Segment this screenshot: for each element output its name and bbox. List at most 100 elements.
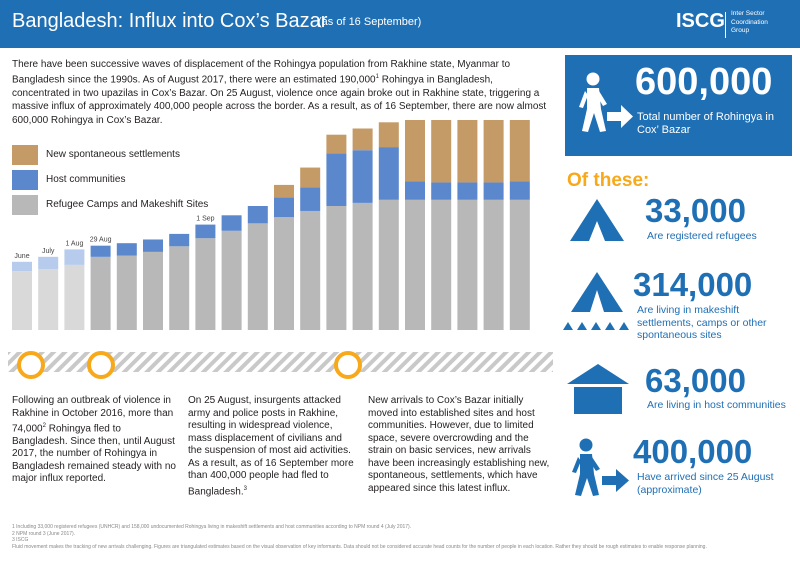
footnotes: 1 Including 33,000 registered refugees (… — [12, 524, 712, 550]
stat-number-registered: 33,000 — [645, 192, 746, 229]
legend-item-host-communities: Host communities — [12, 170, 272, 190]
col-text-2: Rohingya fled to Bangladesh. Since then,… — [12, 423, 176, 485]
bar-segment — [483, 120, 504, 183]
logo-subtitle: Inter Sector Coordination Group — [731, 10, 793, 36]
bar-date-label: July — [42, 248, 55, 255]
logo-sub-line-3: Group — [731, 27, 750, 34]
bar-segment — [326, 153, 347, 206]
timeline-band — [8, 352, 553, 372]
total-number: 600,000 — [635, 61, 773, 103]
bar-segment — [90, 256, 111, 330]
bar-segment — [431, 120, 452, 183]
bar-segment — [247, 206, 268, 224]
bar-segment — [221, 215, 242, 231]
bar-segment — [378, 122, 399, 148]
col-footnote-ref: 3 — [243, 485, 247, 492]
timeline-marker — [87, 351, 115, 379]
bar-date-label: 1 Aug — [65, 240, 83, 247]
tent-icon — [570, 199, 624, 241]
bar-segment — [509, 181, 530, 200]
bar-segment — [431, 182, 452, 200]
footnote-2: 2 NPM round 3 (June 2017). — [12, 530, 76, 537]
legend-swatch — [12, 145, 38, 165]
bar-segment — [405, 120, 425, 182]
bar-segment — [143, 251, 163, 330]
stat-label-registered: Are registered refugees — [647, 230, 757, 242]
intro-text-2: Rohingya in Bangladesh, concentrated in … — [12, 74, 547, 126]
footnote-1: 1 Including 33,000 registered refugees (… — [12, 524, 412, 530]
bar-segment — [378, 199, 399, 330]
stat-label-makeshift: Are living in makeshift settlements, cam… — [637, 304, 767, 341]
bar-segment — [300, 210, 321, 330]
logo-text: ISCG — [676, 10, 725, 32]
col-text: On 25 August, insurgents attacked army a… — [188, 395, 354, 497]
bar-segment — [326, 206, 347, 330]
bar-segment — [195, 238, 216, 330]
bar-segment — [457, 182, 478, 200]
intro-paragraph: There have been successive waves of disp… — [12, 58, 552, 127]
logo-divider — [725, 12, 726, 38]
page-title: Bangladesh: Influx into Cox’s Bazar — [12, 10, 328, 32]
bar-segment — [64, 264, 85, 330]
stat-number-makeshift: 314,000 — [633, 266, 753, 303]
as-of-date: (as of 16 September) — [318, 16, 422, 28]
footnote-disclaimer: Fluid movement makes the tracking of new… — [12, 543, 707, 550]
bar-segment — [274, 217, 294, 330]
timeline-marker — [17, 351, 45, 379]
bar-segment — [405, 199, 425, 330]
timeline-text-before-influx: Following an outbreak of violence in Rak… — [12, 395, 177, 486]
bar-segment — [509, 199, 530, 330]
bar-segment — [457, 120, 478, 183]
legend-swatch — [12, 195, 38, 215]
iscg-logo: ISCG Inter Sector Coordination Group — [676, 6, 794, 42]
bar-date-label: June — [14, 253, 29, 260]
bar-segment — [483, 182, 504, 200]
bar-segment — [483, 199, 504, 330]
stat-label-arrived: Have arrived since 25 August (approximat… — [637, 471, 774, 496]
timeline-text-25-august: On 25 August, insurgents attacked army a… — [188, 395, 358, 498]
bar-segment — [12, 271, 32, 330]
total-panel: 600,000 Total number of Rohingya in Cox’… — [565, 55, 792, 156]
legend-item-new-settlements: New spontaneous settlements — [12, 145, 272, 165]
bar-segment — [300, 167, 321, 188]
bar-segment — [405, 181, 425, 200]
bar-segment — [274, 197, 294, 218]
bar-segment — [457, 199, 478, 330]
legend-label: New spontaneous settlements — [46, 149, 180, 160]
col-text: New arrivals to Cox’s Bazar initially mo… — [368, 395, 550, 494]
total-label: Total number of Rohingya in Cox’ Bazar — [637, 111, 774, 136]
bar-segment — [38, 269, 59, 330]
footnote-3: 3 ISCG — [12, 537, 29, 543]
logo-sub-line-2: Coordination — [731, 18, 768, 26]
legend-label: Host communities — [46, 174, 126, 185]
intro-text-1: There have been successive waves of disp… — [12, 59, 511, 86]
timeline-text-new-arrivals: New arrivals to Cox’s Bazar initially mo… — [368, 395, 553, 495]
bar-segment — [352, 202, 373, 330]
walking-person-icon — [572, 438, 629, 496]
stat-number-arrived: 400,000 — [633, 433, 753, 470]
legend-label: Refugee Camps and Makeshift Sites — [46, 199, 209, 210]
bar-segment — [509, 120, 530, 182]
bar-segment — [431, 199, 452, 330]
bar-segment — [116, 255, 137, 330]
bar-segment — [326, 134, 347, 154]
bar-segment — [300, 187, 321, 211]
bar-segment — [352, 128, 373, 151]
house-icon — [567, 364, 629, 414]
bar-segment — [90, 245, 111, 257]
bar-date-label: 29 Aug — [90, 237, 112, 244]
makeshift-camp-icon — [563, 272, 629, 330]
bar-segment — [38, 256, 59, 270]
walking-arrow-icon — [579, 72, 633, 132]
bar-segment — [195, 224, 216, 239]
bar-segment — [116, 243, 137, 256]
stat-number-host: 63,000 — [645, 362, 746, 399]
bar-segment — [274, 184, 294, 198]
bar-segment — [378, 147, 399, 200]
bar-segment — [221, 230, 242, 330]
bar-segment — [143, 239, 163, 252]
timeline-marker — [334, 351, 362, 379]
bar-segment — [169, 246, 190, 330]
bar-segment — [12, 261, 32, 272]
